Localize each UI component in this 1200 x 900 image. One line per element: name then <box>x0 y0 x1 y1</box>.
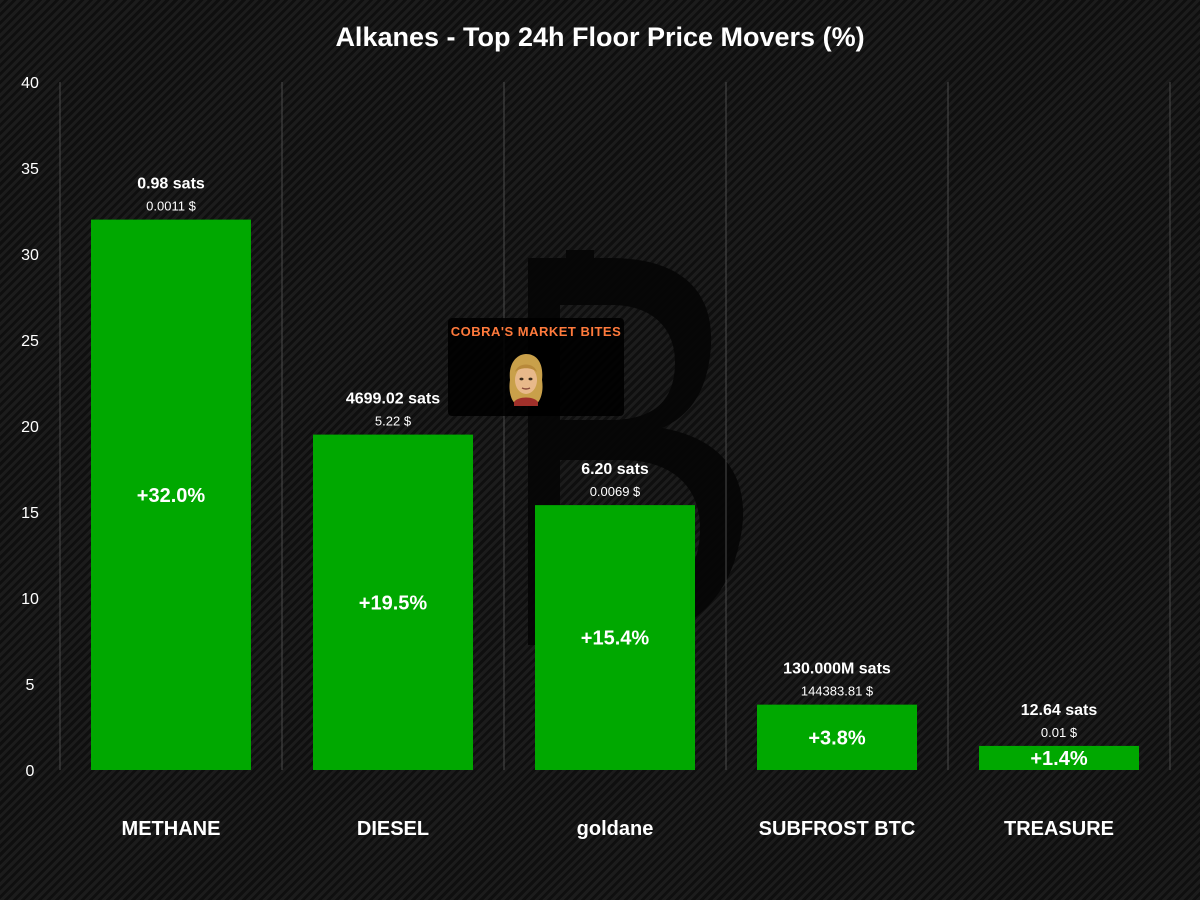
y-tick-label: 40 <box>21 75 39 92</box>
x-tick-label: goldane <box>577 818 654 840</box>
bars <box>91 219 1139 771</box>
bar <box>91 219 251 771</box>
y-tick-label: 20 <box>21 419 39 436</box>
bar <box>313 434 473 770</box>
bar-price-sats-label: 130.000M sats <box>783 661 891 678</box>
bar-value-label: +1.4% <box>1030 748 1087 770</box>
bar-value-label: +32.0% <box>137 485 206 507</box>
bar-price-sats-label: 4699.02 sats <box>346 391 440 408</box>
bar-price-usd-label: 5.22 $ <box>375 414 412 429</box>
x-tick-label: DIESEL <box>357 818 429 840</box>
x-tick-label: METHANE <box>122 818 221 840</box>
bar <box>979 745 1139 770</box>
y-tick-label: 5 <box>26 677 35 694</box>
bar-price-sats-label: 6.20 sats <box>581 461 649 478</box>
watermark-text: COBRA'S MARKET BITES <box>450 324 622 339</box>
bar-price-usd-label: 144383.81 $ <box>801 684 874 699</box>
y-tick-label: 0 <box>26 763 35 780</box>
grid-lines <box>59 82 1171 770</box>
chart-title: Alkanes - Top 24h Floor Price Movers (%) <box>335 22 865 52</box>
bar-price-sats-label: 12.64 sats <box>1021 702 1098 719</box>
bitcoin-logo-icon <box>528 250 744 655</box>
y-tick-label: 10 <box>21 591 39 608</box>
bar-value-label: +15.4% <box>581 628 650 650</box>
bar-labels: +32.0% 0.98 sats 0.0011 $ +19.5% 4699.02 sat… <box>137 176 1098 770</box>
x-tick-label: TREASURE <box>1004 818 1114 840</box>
avatar-icon <box>509 354 543 406</box>
x-axis: METHANE DIESEL goldane SUBFROST BTC TREASURE <box>122 818 1114 840</box>
y-axis: 0 5 10 15 20 25 30 35 40 <box>21 75 39 780</box>
y-tick-label: 15 <box>21 505 39 522</box>
bar-price-usd-label: 0.0069 $ <box>590 484 641 499</box>
bar-price-usd-label: 0.01 $ <box>1041 725 1078 740</box>
bar-price-sats-label: 0.98 sats <box>137 176 205 193</box>
bar-value-label: +19.5% <box>359 592 428 614</box>
bar-price-usd-label: 0.0011 $ <box>146 199 196 214</box>
x-tick-label: SUBFROST BTC <box>759 818 916 840</box>
bar <box>757 704 917 770</box>
y-tick-label: 35 <box>21 161 39 178</box>
y-tick-label: 25 <box>21 333 39 350</box>
y-tick-label: 30 <box>21 247 39 264</box>
bar-value-label: +3.8% <box>808 727 865 749</box>
bar <box>535 505 695 770</box>
